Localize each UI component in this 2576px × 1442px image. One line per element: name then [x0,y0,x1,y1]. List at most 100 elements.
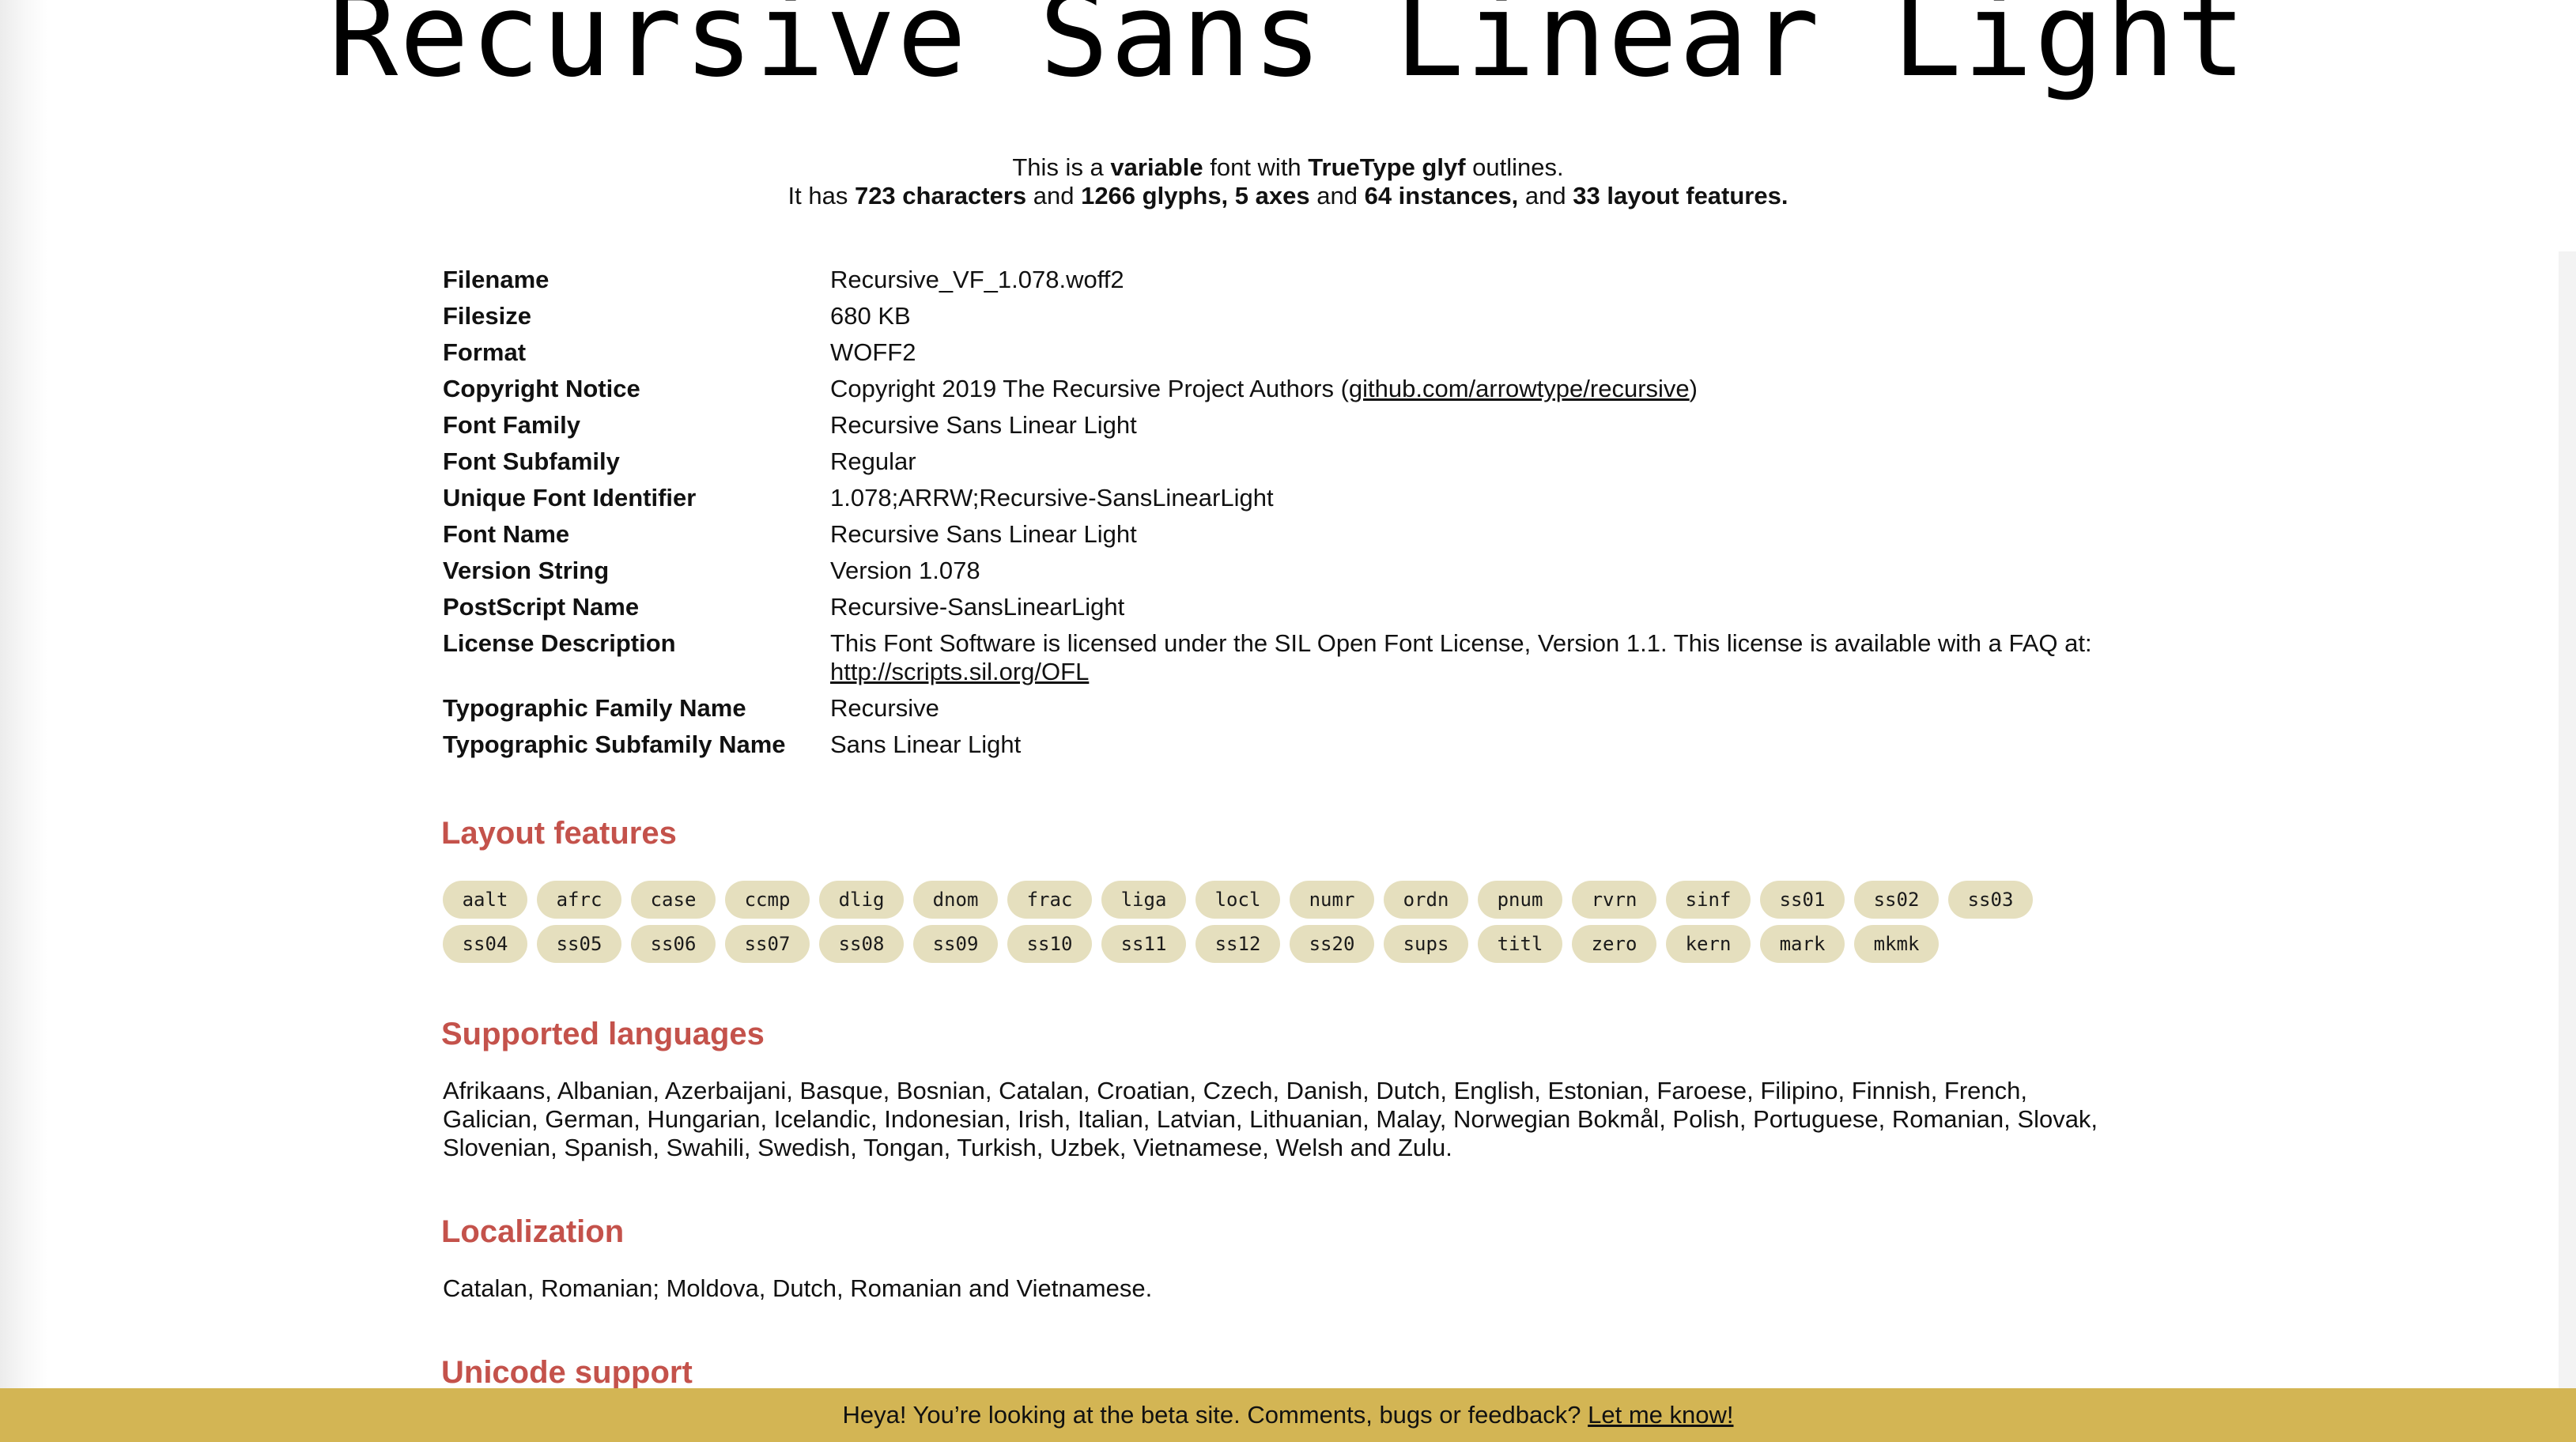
metadata-value: Copyright 2019 The Recursive Project Aut… [830,375,2119,411]
font-summary: This is a variable font with TrueType gl… [0,153,2576,210]
metadata-value: This Font Software is licensed under the… [830,629,2119,694]
feature-tag-sinf[interactable]: sinf [1666,881,1751,919]
feature-tag-ss11[interactable]: ss11 [1101,925,1186,963]
feature-tag-ss09[interactable]: ss09 [913,925,998,963]
metadata-key: Version String [443,557,610,584]
metadata-value: Sans Linear Light [830,730,2119,767]
feature-tag-ss12[interactable]: ss12 [1195,925,1280,963]
metadata-row: Font Family Recursive Sans Linear Light [443,411,2119,447]
layout-features-list: aalt afrc case ccmp dlig dnom frac liga locl numr… [443,881,2119,963]
feedback-link[interactable]: Let me know! [1588,1401,1734,1429]
localization-heading: Localization [441,1214,625,1249]
supported-languages-text: Afrikaans, Albanian, Azerbaijani, Basque… [443,1077,2098,1161]
feature-tag-ss08[interactable]: ss08 [819,925,904,963]
feature-tag-liga[interactable]: liga [1101,881,1186,919]
metadata-key: Typographic Subfamily Name [443,730,786,758]
feature-tag-aalt[interactable]: aalt [443,881,527,919]
metadata-value: Recursive-SansLinearLight [830,593,2119,629]
metadata-value-text: 1.078;ARRW;Recursive-SansLinearLight [830,484,1274,511]
feature-tag-ccmp[interactable]: ccmp [725,881,810,919]
feature-tag-frac[interactable]: frac [1007,881,1092,919]
metadata-link[interactable]: http://scripts.sil.org/OFL [830,658,1090,685]
metadata-value: Recursive Sans Linear Light [830,520,2119,557]
metadata-key: Typographic Family Name [443,694,746,722]
localization-text: Catalan, Romanian; Moldova, Dutch, Roman… [443,1274,1153,1302]
metadata-link[interactable]: github.com/arrowtype/recursive [1348,375,1690,402]
metadata-row: Filesize 680 KB [443,302,2119,338]
unicode-support-heading: Unicode support [441,1355,693,1390]
feature-tag-ss20[interactable]: ss20 [1290,925,1374,963]
feature-tag-numr[interactable]: numr [1290,881,1374,919]
metadata-key: Font Family [443,411,580,439]
metadata-key: Font Name [443,520,570,548]
metadata-row: Typographic Family Name Recursive [443,694,2119,730]
metadata-value: Recursive [830,694,2119,730]
metadata-value-text: Recursive Sans Linear Light [830,520,1137,548]
metadata-row: Format WOFF2 [443,338,2119,375]
summary-line-2: It has 723 characters and 1266 glyphs, 5… [788,182,1788,210]
layout-features-heading: Layout features [441,816,677,851]
metadata-value-text: This Font Software is licensed under the… [830,629,2092,657]
feature-tag-dlig[interactable]: dlig [819,881,904,919]
feature-tag-case[interactable]: case [631,881,716,919]
metadata-value: 1.078;ARRW;Recursive-SansLinearLight [830,484,2119,520]
metadata-value: WOFF2 [830,338,2119,375]
metadata-value: Recursive Sans Linear Light [830,411,2119,447]
beta-banner-text: Heya! You’re looking at the beta site. C… [842,1401,1588,1429]
feature-tag-rvrn[interactable]: rvrn [1572,881,1656,919]
feature-tag-mark[interactable]: mark [1760,925,1845,963]
metadata-key: License Description [443,629,676,657]
feature-tag-ss02[interactable]: ss02 [1854,881,1939,919]
feature-tag-pnum[interactable]: pnum [1478,881,1562,919]
metadata-value-text: Recursive [830,694,939,722]
feature-tag-titl[interactable]: titl [1478,925,1562,963]
supported-languages-heading: Supported languages [441,1017,765,1051]
feature-tag-ordn[interactable]: ordn [1384,881,1468,919]
metadata-value-text: Recursive Sans Linear Light [830,411,1137,439]
metadata-value: 680 KB [830,302,2119,338]
feature-tag-dnom[interactable]: dnom [913,881,998,919]
metadata-row: License Description This Font Software is… [443,629,2119,694]
feature-tag-ss05[interactable]: ss05 [537,925,621,963]
left-edge-shade [0,0,47,1442]
metadata-value: Recursive_VF_1.078.woff2 [830,266,2119,302]
feature-tag-ss10[interactable]: ss10 [1007,925,1092,963]
metadata-value-text: Recursive_VF_1.078.woff2 [830,266,1124,293]
metadata-key: Copyright Notice [443,375,640,402]
feature-tag-kern[interactable]: kern [1666,925,1751,963]
feature-tag-mkmk[interactable]: mkmk [1854,925,1939,963]
metadata-key: Font Subfamily [443,447,620,475]
metadata-value-text: Copyright 2019 The Recursive Project Aut… [830,375,1349,402]
beta-banner: Heya! You’re looking at the beta site. C… [0,1388,2576,1442]
metadata-row: Version String Version 1.078 [443,557,2119,593]
metadata-row: Copyright Notice Copyright 2019 The Recur… [443,375,2119,411]
feature-tag-ss04[interactable]: ss04 [443,925,527,963]
metadata-value-text: 680 KB [830,302,911,330]
metadata-value-text: Regular [830,447,916,475]
metadata-value-text: Version 1.078 [830,557,980,584]
scrollbar-track[interactable] [2559,251,2576,1390]
metadata-key: Filename [443,266,550,293]
font-title: Recursive Sans Linear Light [328,0,2248,103]
metadata-key: Format [443,338,527,366]
metadata-key: Unique Font Identifier [443,484,697,511]
metadata-value-text: Sans Linear Light [830,730,1022,758]
metadata-row: Font Name Recursive Sans Linear Light [443,520,2119,557]
feature-tag-sups[interactable]: sups [1384,925,1468,963]
metadata-row: PostScript Name Recursive-SansLinearLight [443,593,2119,629]
metadata-row: Unique Font Identifier 1.078;ARRW;Recursi… [443,484,2119,520]
metadata-row: Font Subfamily Regular [443,447,2119,484]
metadata-value-text: Recursive-SansLinearLight [830,593,1125,621]
feature-tag-ss07[interactable]: ss07 [725,925,810,963]
feature-tag-ss01[interactable]: ss01 [1760,881,1845,919]
metadata-key: Filesize [443,302,531,330]
feature-tag-locl[interactable]: locl [1195,881,1280,919]
metadata-value: Regular [830,447,2119,484]
metadata-row: Filename Recursive_VF_1.078.woff2 [443,266,2119,302]
feature-tag-zero[interactable]: zero [1572,925,1656,963]
feature-tag-ss06[interactable]: ss06 [631,925,716,963]
feature-tag-afrc[interactable]: afrc [537,881,621,919]
feature-tag-ss03[interactable]: ss03 [1948,881,2033,919]
metadata-value: Version 1.078 [830,557,2119,593]
